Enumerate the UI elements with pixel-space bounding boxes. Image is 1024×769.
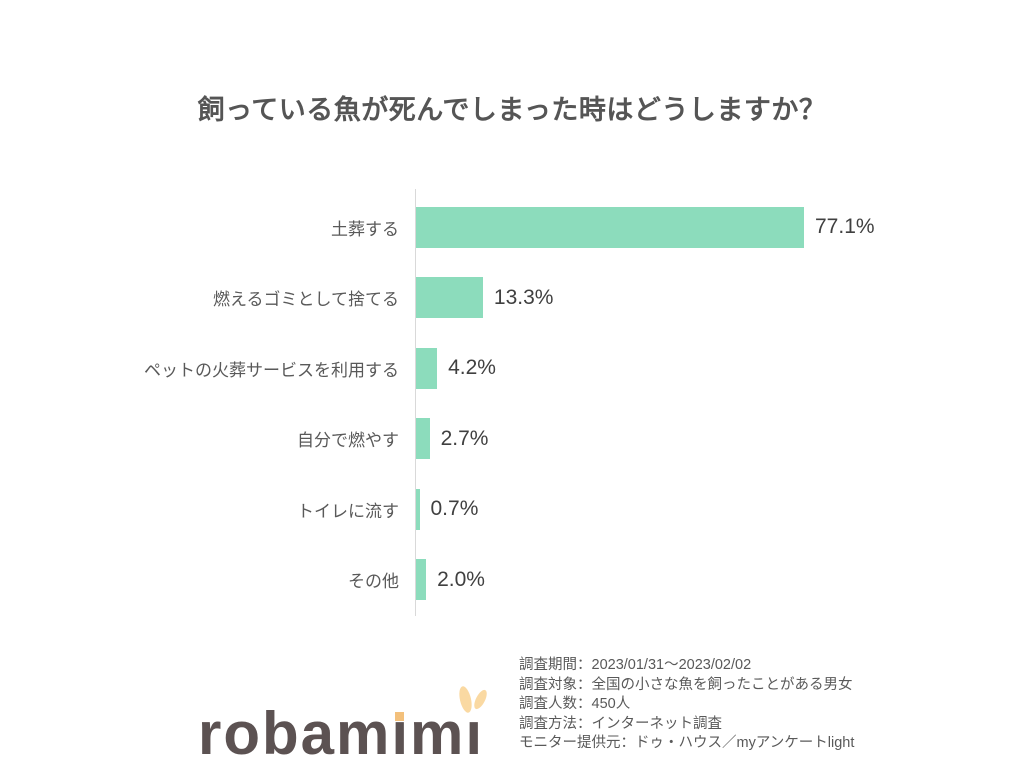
survey-info-line: 調査期間：2023/01/31～2023/02/02 [519,657,752,673]
logo-letter-i2-glyph: ı [465,700,485,767]
value-label: 0.7% [430,497,479,521]
category-label: その他 [348,572,399,592]
survey-info-line: 調査人数：450人 [519,696,631,713]
logo-i-dot-icon [395,712,405,721]
chart-row: 土葬する 77.1% [0,192,1024,263]
category-label: ペットの火葬サービスを利用する [144,360,399,380]
bar-segment [416,277,483,319]
y-axis-line [415,189,416,616]
chart-row: トイレに流す 0.7% [0,474,1024,545]
chart-title: 飼っている魚が死んでしまった時はどうしますか？ [197,95,827,125]
survey-info: 調査期間：2023/01/31～2023/02/02 調査対象：全国の小さな魚を… [519,656,854,754]
bar-track: 13.3% [415,263,1024,334]
bar-track: 2.0% [415,545,1024,616]
bar-segment [416,418,430,460]
value-label: 2.7% [440,426,489,450]
chart-row: 燃えるゴミとして捨てる 13.3% [0,263,1024,334]
bar-track: 2.7% [415,404,1024,475]
survey-info-line: モニター提供元：ドゥ・ハウス／myアンケートlight [519,735,855,752]
category-label: 燃えるゴミとして捨てる [213,290,399,310]
value-label: 13.3% [493,285,554,309]
value-label: 77.1% [815,215,875,239]
bar-track: 0.7% [415,474,1024,545]
bar-track: 4.2% [415,333,1024,404]
bar-segment [416,559,427,601]
logo-letter-i1-glyph: ı [391,700,411,767]
bar-segment [416,488,420,530]
value-label: 2.0% [437,567,485,591]
survey-info-line: 調査方法：インターネット調査 [519,715,722,732]
survey-info-line: 調査対象：全国の小さな魚を飼ったことがある男女 [519,676,853,693]
bar-track: 77.1% [415,192,1024,263]
value-label: 4.2% [448,356,496,380]
category-label: トイレに流す [297,501,399,521]
logo-text-part-1: robam [198,700,392,767]
chart-row: 自分で燃やす 2.7% [0,404,1024,475]
logo-letter-i2: ı [457,685,490,764]
category-label: 自分で燃やす [297,431,399,451]
bar-segment [416,347,438,389]
logo-letter-i1: ı [391,704,410,764]
bar-segment [416,206,804,248]
chart-row: その他 2.0% [0,545,1024,616]
bar-chart: 土葬する 77.1% 燃えるゴミとして捨てる 13.3% ペットの火葬サービスを… [0,192,1024,615]
category-label: 土葬する [331,219,399,239]
chart-row: ペットの火葬サービスを利用する 4.2% [0,333,1024,404]
logo-text-part-2: m [410,700,466,767]
robamimi-logo: robamı mı [198,685,490,764]
